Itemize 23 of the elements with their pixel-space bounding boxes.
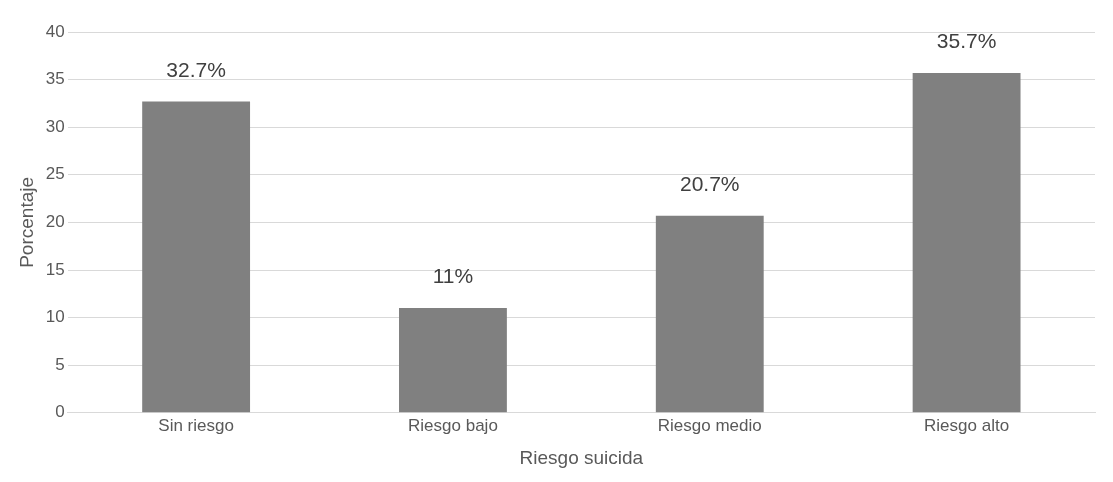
x-tick-label: Riesgo bajo <box>408 415 498 435</box>
bar <box>655 215 764 413</box>
x-tick-label: Sin riesgo <box>158 415 234 435</box>
x-tick-label: Riesgo medio <box>657 415 762 435</box>
y-tick-label: 15 <box>45 259 65 279</box>
y-tick-label: 25 <box>45 164 65 184</box>
x-tick-label: Riesgo alto <box>924 415 1010 435</box>
y-axis-title: Porcentaje <box>15 176 37 268</box>
data-label: 20.7% <box>679 172 740 196</box>
bar <box>142 101 251 413</box>
y-tick-label: 5 <box>55 354 65 374</box>
x-axis-title: Riesgo suicida <box>519 446 644 468</box>
y-tick-label: 20 <box>45 212 65 232</box>
bar <box>912 72 1021 413</box>
data-label: 32.7% <box>166 57 226 81</box>
data-label: 11% <box>432 264 474 288</box>
data-label: 35.7% <box>936 29 997 53</box>
bar <box>399 308 507 413</box>
y-tick-label: 30 <box>45 116 65 136</box>
y-tick-label: 35 <box>45 69 65 89</box>
y-tick-label: 40 <box>45 21 65 41</box>
y-tick-label: 0 <box>55 402 65 422</box>
y-tick-label: 10 <box>45 307 65 327</box>
